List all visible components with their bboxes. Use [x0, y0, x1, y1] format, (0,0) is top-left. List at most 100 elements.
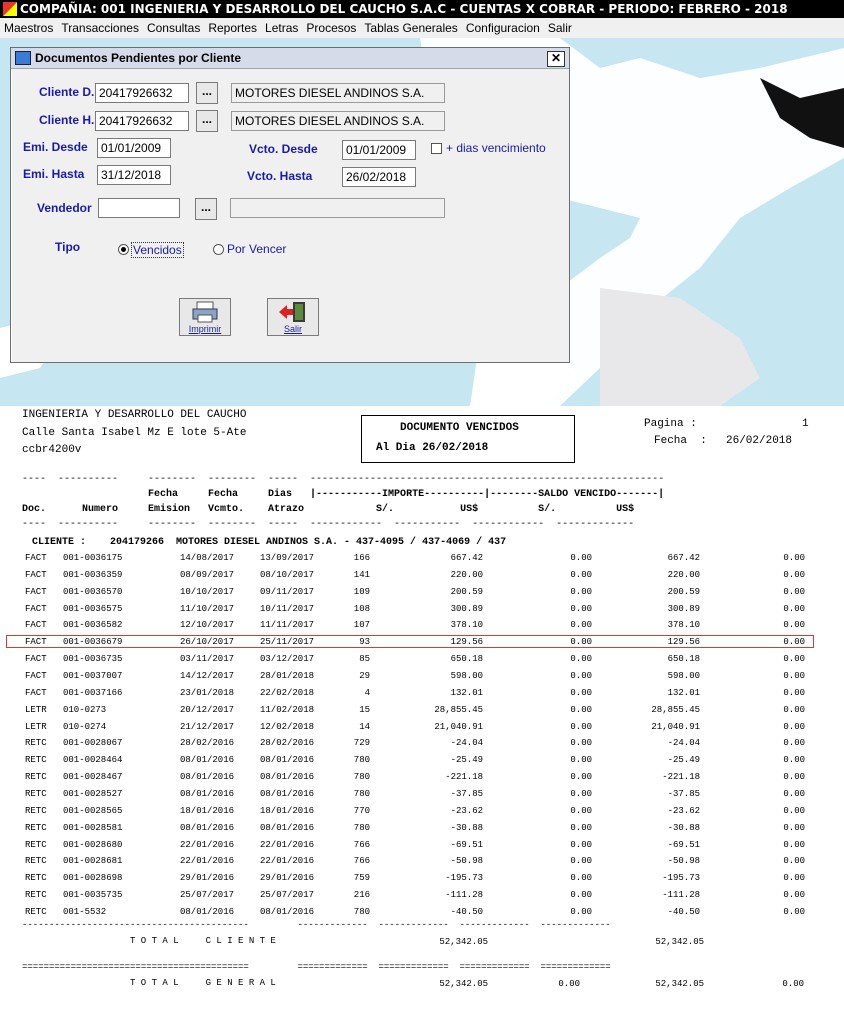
total-general-saldo-usd: 0.00: [782, 979, 804, 989]
row-num-cell: 001-0028527: [63, 788, 123, 799]
row-sal-s-cell: 28,855.45: [651, 704, 700, 715]
row-imp-u-cell: 0.00: [570, 890, 592, 900]
row-sal-s-cell: 650.18: [667, 654, 700, 665]
row-vto-cell: 11/02/2018: [260, 704, 315, 715]
row-sal-s-cell: -24.04: [667, 738, 700, 749]
row-emi-cell: 03/11/2017: [180, 654, 235, 665]
row-sal-u-cell: 0.00: [783, 788, 805, 799]
row-emi-cell: 08/01/2016: [180, 788, 235, 799]
row-emi-cell: 23/01/2018: [180, 687, 235, 698]
row-num-cell: 001-0035735: [63, 890, 123, 900]
row-imp-s-cell: -195.73: [445, 873, 483, 884]
row-sal-u-cell: 0.00: [783, 620, 805, 631]
row-imp-u-cell: 0.00: [570, 873, 592, 884]
row-sal-u-cell: 0.00: [783, 586, 805, 597]
menu-consultas[interactable]: Consultas: [146, 21, 201, 35]
row-sal-u-cell: 0.00: [783, 603, 805, 614]
imprimir-button[interactable]: Imprimir: [179, 298, 231, 336]
menu-salir[interactable]: Salir: [547, 21, 572, 35]
menu-letras[interactable]: Letras: [265, 21, 299, 35]
row-num-cell: 001-0028681: [63, 856, 123, 867]
row-imp-s-cell: 300.89: [450, 603, 483, 614]
row-imp-s-cell: 650.18: [450, 654, 483, 665]
row-imp-s-cell: 28,855.45: [434, 704, 483, 715]
row-sal-s-cell: -111.28: [662, 890, 700, 900]
row-emi-cell: 14/08/2017: [180, 553, 235, 563]
row-num-cell: 001-0036679: [63, 637, 123, 648]
emi-desde-label: Emi. Desde: [23, 140, 88, 154]
menu-procesos[interactable]: Procesos: [306, 21, 357, 35]
row-imp-u-cell: 0.00: [570, 772, 592, 783]
row-doc-cell: RETC: [25, 788, 47, 799]
row-sal-s-cell: 667.42: [667, 553, 700, 563]
row-imp-u-cell: 0.00: [570, 704, 592, 715]
menu-maestros[interactable]: Maestros: [4, 21, 54, 35]
cliente-h-field[interactable]: 20417926632: [95, 111, 189, 131]
row-dias-cell: 770: [353, 805, 370, 816]
row-vto-cell: 11/11/2017: [260, 620, 315, 631]
cliente-d-lookup-button[interactable]: ...: [196, 82, 218, 104]
row-dias-cell: 108: [353, 603, 370, 614]
row-imp-u-cell: 0.00: [570, 755, 592, 766]
por-vencer-radio[interactable]: [213, 244, 224, 255]
row-emi-cell: 08/01/2016: [180, 906, 235, 917]
salir-button[interactable]: Salir: [267, 298, 319, 336]
row-imp-s-cell: 200.59: [450, 586, 483, 597]
row-num-cell: 001-0037166: [63, 687, 123, 698]
vendedor-lookup-button[interactable]: ...: [195, 198, 217, 220]
row-num-cell: 001-0036175: [63, 553, 123, 563]
row-doc-cell: RETC: [25, 856, 47, 867]
vencidos-label[interactable]: Vencidos: [131, 242, 184, 258]
row-emi-cell: 28/02/2016: [180, 738, 235, 749]
row-imp-s-cell: 132.01: [450, 687, 483, 698]
vencidos-radio[interactable]: [118, 244, 129, 255]
row-sal-u-cell: 0.00: [783, 637, 805, 648]
cliente-d-field[interactable]: 20417926632: [95, 83, 189, 103]
row-imp-u-cell: 0.00: [570, 671, 592, 681]
row-vto-cell: 29/01/2016: [260, 873, 315, 884]
emi-desde-field[interactable]: 01/01/2009: [97, 138, 171, 158]
por-vencer-label[interactable]: Por Vencer: [227, 242, 287, 256]
row-doc-cell: FACT: [25, 671, 47, 681]
dias-vencimiento-checkbox[interactable]: [431, 143, 442, 154]
row-imp-s-cell: -69.51: [450, 839, 483, 850]
row-sal-u-cell: 0.00: [783, 755, 805, 766]
row-imp-s-cell: 378.10: [450, 620, 483, 631]
row-imp-s-cell: 220.00: [450, 569, 483, 580]
row-sal-u-cell: 0.00: [783, 553, 805, 563]
close-icon[interactable]: ✕: [547, 51, 565, 67]
menu-reportes[interactable]: Reportes: [208, 21, 258, 35]
row-imp-s-cell: 667.42: [450, 553, 483, 563]
total-cliente-label: T O T A L C L I E N T E: [130, 936, 276, 946]
vcto-desde-field[interactable]: 01/01/2009: [342, 140, 416, 160]
report-title: DOCUMENTO VENCIDOS: [400, 422, 519, 434]
cliente-h-lookup-button[interactable]: ...: [196, 110, 218, 132]
vcto-hasta-field[interactable]: 26/02/2018: [342, 167, 416, 187]
row-vto-cell: 08/01/2016: [260, 755, 315, 766]
vendedor-field[interactable]: [98, 198, 180, 218]
row-emi-cell: 20/12/2017: [180, 704, 235, 715]
row-sal-u-cell: 0.00: [783, 738, 805, 749]
company-name: INGENIERIA Y DESARROLLO DEL CAUCHO: [22, 409, 247, 421]
row-sal-s-cell: 300.89: [667, 603, 700, 614]
row-imp-u-cell: 0.00: [570, 654, 592, 665]
row-sal-u-cell: 0.00: [783, 805, 805, 816]
menu-tablas-generales[interactable]: Tablas Generales: [364, 21, 458, 35]
row-doc-cell: RETC: [25, 822, 47, 833]
menu-transacciones[interactable]: Transacciones: [61, 21, 139, 35]
row-sal-u-cell: 0.00: [783, 671, 805, 681]
cliente-h-name-field: MOTORES DIESEL ANDINOS S.A.: [231, 111, 445, 131]
row-emi-cell: 21/12/2017: [180, 721, 235, 732]
app-titlebar: COMPAÑIA: 001 INGENIERIA Y DESARROLLO DE…: [0, 0, 844, 18]
emi-hasta-field[interactable]: 31/12/2018: [97, 165, 171, 185]
row-num-cell: 001-0028464: [63, 755, 123, 766]
vendedor-name-field: [230, 198, 445, 218]
row-dias-cell: 759: [353, 873, 370, 884]
menu-configuracion[interactable]: Configuracion: [465, 21, 540, 35]
row-sal-s-cell: -195.73: [662, 873, 700, 884]
row-emi-cell: 14/12/2017: [180, 671, 235, 681]
total-separator: ----------------------------------------…: [22, 920, 611, 930]
row-emi-cell: 12/10/2017: [180, 620, 235, 631]
row-emi-cell: 11/10/2017: [180, 603, 235, 614]
row-vto-cell: 08/01/2016: [260, 822, 315, 833]
